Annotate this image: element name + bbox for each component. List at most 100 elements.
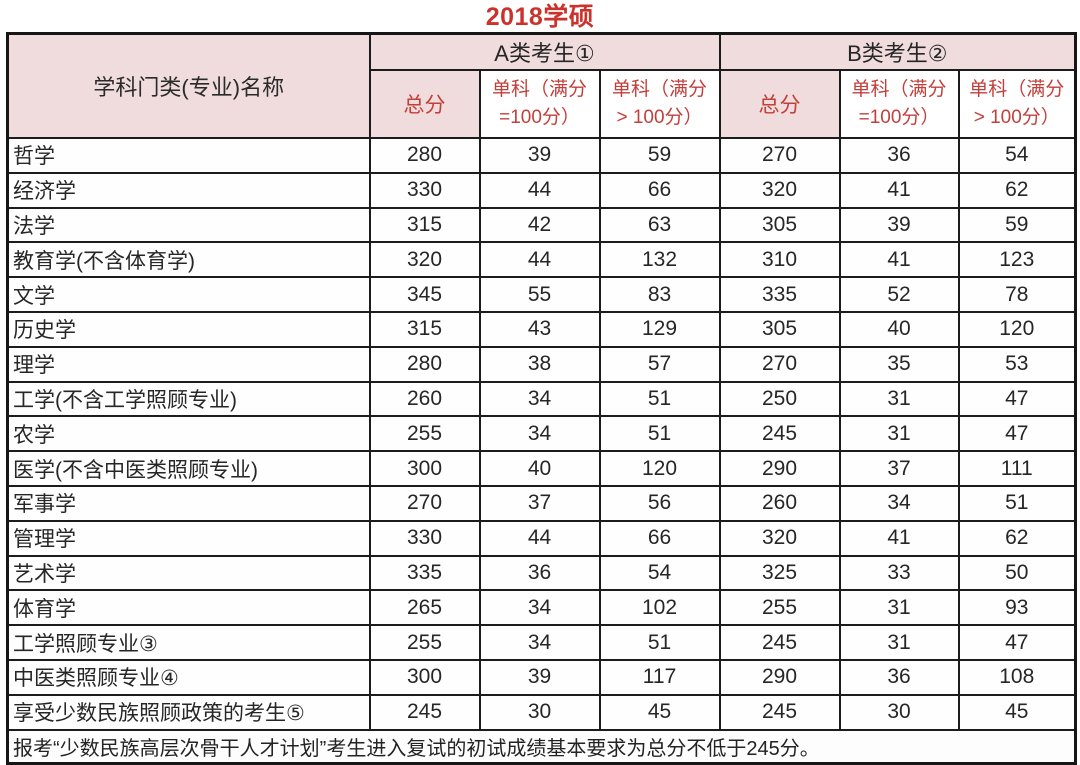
- category-cell: 教育学(不含体育学): [6, 241, 371, 279]
- score-cell: 40: [838, 310, 960, 348]
- table-row: 教育学(不含体育学) 320 44 132 310 41 123: [6, 241, 1077, 279]
- score-cell: 280: [368, 345, 481, 383]
- score-cell: 39: [478, 658, 601, 696]
- score-cell: 315: [368, 310, 481, 348]
- score-cell: 30: [478, 693, 601, 731]
- score-cell: 325: [718, 554, 841, 592]
- subheader-line: 单科（满分: [969, 79, 1065, 101]
- sub-header-row: 总分 单科（满分 =100分） 单科（满分 > 100分） 总分 单科（满分 =…: [8, 69, 1077, 139]
- subheader-a-single-eq100: 单科（满分 =100分）: [478, 69, 601, 139]
- score-cell: 290: [718, 450, 841, 487]
- table-row: 经济学 330 44 66 320 41 62: [6, 171, 1077, 209]
- group-header-row: 学科门类(专业)名称 A类考生① B类考生②: [6, 32, 1077, 139]
- score-cell: 44: [478, 519, 601, 557]
- score-cell: 255: [368, 415, 481, 453]
- group-header-b: B类考生②: [718, 32, 1077, 71]
- score-cell: 31: [838, 624, 960, 661]
- score-cell: 51: [598, 380, 721, 418]
- score-cell: 255: [368, 624, 481, 661]
- score-cell: 40: [478, 450, 601, 487]
- category-cell: 中医类照顾专业④: [6, 658, 371, 696]
- score-cell: 320: [718, 519, 841, 557]
- score-cell: 250: [718, 380, 841, 418]
- score-cell: 39: [838, 206, 960, 244]
- score-cell: 265: [368, 589, 481, 627]
- score-cell: 41: [838, 519, 960, 557]
- score-cell: 47: [957, 624, 1077, 661]
- score-cell: 31: [838, 415, 960, 453]
- score-cell: 300: [368, 658, 481, 696]
- score-cell: 290: [718, 658, 841, 696]
- score-cell: 44: [478, 241, 601, 279]
- table-row: 工学(不含工学照顾专业) 260 34 51 250 31 47: [6, 380, 1077, 418]
- score-cell: 123: [957, 241, 1077, 279]
- corner-header-cell: 学科门类(专业)名称: [6, 32, 371, 139]
- subheader-line: =100分）: [499, 107, 580, 128]
- score-cell: 59: [957, 206, 1077, 244]
- score-cell: 260: [368, 380, 481, 418]
- score-cell: 330: [368, 171, 481, 209]
- table-row: 中医类照顾专业④ 300 39 117 290 36 108: [6, 658, 1077, 696]
- category-cell: 农学: [6, 415, 371, 453]
- score-cell: 305: [718, 206, 841, 244]
- category-cell: 体育学: [6, 589, 371, 627]
- score-cell: 33: [838, 554, 960, 592]
- score-cell: 335: [368, 554, 481, 592]
- score-cell: 37: [838, 450, 960, 487]
- table-row: 享受少数民族照顾政策的考生⑤ 245 30 45 245 30 45: [6, 693, 1077, 731]
- category-cell: 哲学: [6, 137, 371, 174]
- category-cell: 管理学: [6, 519, 371, 557]
- table-row: 管理学 330 44 66 320 41 62: [6, 519, 1077, 557]
- score-cell: 31: [838, 380, 960, 418]
- score-cell: 315: [368, 206, 481, 244]
- score-cell: 66: [598, 519, 721, 557]
- score-cell: 120: [598, 450, 721, 487]
- score-cell: 63: [598, 206, 721, 244]
- score-cell: 34: [478, 380, 601, 418]
- score-cell: 51: [598, 415, 721, 453]
- score-cell: 35: [838, 345, 960, 383]
- score-cell: 310: [718, 241, 841, 279]
- score-cell: 102: [598, 589, 721, 627]
- score-cell: 245: [718, 693, 841, 731]
- score-cell: 330: [368, 519, 481, 557]
- score-cell: 132: [598, 241, 721, 279]
- score-cell: 93: [957, 589, 1077, 627]
- score-cell: 50: [957, 554, 1077, 592]
- score-cell: 54: [598, 554, 721, 592]
- subheader-b-single-gt100: 单科（满分 > 100分）: [957, 69, 1077, 139]
- score-cell: 36: [838, 658, 960, 696]
- table-footer: 报考“少数民族高层次骨干人才计划”考生进入复试的初试成绩基本要求为总分不低于24…: [6, 728, 1077, 765]
- score-cell: 111: [957, 450, 1077, 487]
- subheader-line: 单科（满分: [491, 79, 587, 101]
- score-cell: 270: [368, 484, 481, 522]
- table-row: 艺术学 335 36 54 325 33 50: [6, 554, 1077, 592]
- table-row: 军事学 270 37 56 260 34 51: [6, 484, 1077, 522]
- score-cell: 83: [598, 276, 721, 313]
- subheader-line: =100分）: [858, 107, 940, 128]
- category-cell: 历史学: [6, 310, 371, 348]
- subheader-line: > 100分）: [616, 107, 703, 128]
- group-header-a: A类考生①: [368, 32, 721, 71]
- score-cell: 51: [957, 484, 1077, 522]
- score-cell: 41: [838, 171, 960, 209]
- footnote-row: 报考“少数民族高层次骨干人才计划”考生进入复试的初试成绩基本要求为总分不低于24…: [6, 728, 1077, 765]
- table-body: 哲学 280 39 59 270 36 54 经济学 330 44 66 320 41 62 法学 315 42…: [6, 137, 1077, 731]
- score-cell: 54: [957, 137, 1077, 174]
- table-row: 医学(不含中医类照顾专业) 300 40 120 290 37 111: [6, 450, 1077, 487]
- score-cell: 38: [478, 345, 601, 383]
- score-cell: 320: [368, 241, 481, 279]
- table-row: 哲学 280 39 59 270 36 54: [6, 137, 1077, 174]
- table-row: 农学 255 34 51 245 31 47: [6, 415, 1077, 453]
- score-cell: 45: [957, 693, 1077, 731]
- score-cell: 47: [957, 380, 1077, 418]
- category-cell: 医学(不含中医类照顾专业): [6, 450, 371, 487]
- score-cell: 117: [598, 658, 721, 696]
- score-cell: 36: [478, 554, 601, 592]
- table-row: 体育学 265 34 102 255 31 93: [6, 589, 1077, 627]
- subheader-b-total: 总分: [718, 69, 841, 139]
- table-row: 理学 280 38 57 270 35 53: [6, 345, 1077, 383]
- score-cell: 34: [478, 589, 601, 627]
- table-row: 法学 315 42 63 305 39 59: [6, 206, 1077, 244]
- score-cell: 245: [718, 415, 841, 453]
